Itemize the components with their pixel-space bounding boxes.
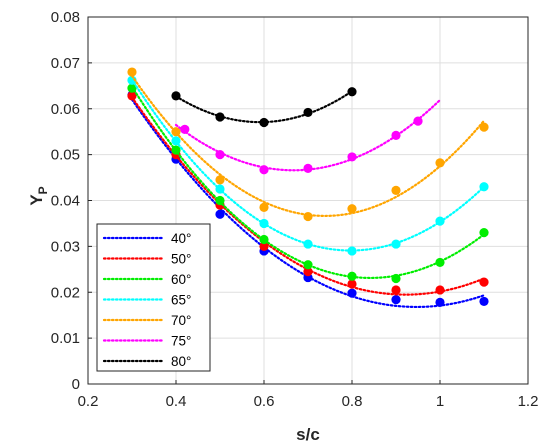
data-point: [215, 195, 225, 206]
data-point: [347, 288, 357, 298]
data-point: [347, 152, 357, 162]
y-axis-label-subscript: P: [36, 186, 50, 194]
data-point: [127, 83, 137, 93]
data-point: [479, 182, 489, 192]
data-point: [215, 184, 225, 194]
series-group: [127, 67, 489, 222]
data-point: [303, 107, 313, 118]
y-tick-label: 0.01: [51, 330, 80, 347]
data-point: [259, 117, 269, 128]
data-point: [413, 116, 423, 126]
data-point: [303, 239, 313, 249]
data-point: [347, 246, 357, 256]
data-point: [391, 185, 401, 196]
data-point: [347, 87, 357, 97]
data-point: [215, 112, 225, 122]
x-tick-label: 0.4: [166, 393, 187, 410]
axis-ticks: 0.2 0.4 0.6 0.8 1 1.2 0 0.01 0.02 0.03 0.04 0.05 0.0…: [51, 9, 539, 410]
x-tick-label: 1.2: [518, 393, 539, 410]
y-tick-label: 0.02: [51, 284, 80, 301]
series-layer: [127, 67, 489, 309]
data-point: [303, 211, 313, 222]
data-point: [259, 218, 269, 229]
y-tick-label: 0.03: [51, 238, 80, 255]
series-group: [127, 83, 489, 284]
data-point: [215, 150, 225, 160]
legend-items: 40° 50° 60° 65° 70° 75° 80°: [102, 231, 191, 369]
legend-box: [96, 223, 211, 372]
y-tick-label: 0.08: [51, 9, 80, 26]
series-group: [171, 87, 357, 128]
data-point: [171, 91, 181, 101]
x-axis-label: s/c: [296, 425, 320, 444]
series-fit-line: [130, 74, 486, 218]
legend-entry-label: 70°: [171, 313, 191, 328]
legend-entry-label: 75°: [171, 334, 191, 349]
x-tick-label: 0.8: [342, 393, 363, 410]
legend-entry-label: 40°: [171, 231, 191, 246]
data-point: [259, 234, 269, 245]
data-point: [435, 285, 445, 295]
y-axis-label: YP: [27, 186, 50, 205]
y-tick-label: 0: [72, 376, 80, 393]
data-point: [347, 279, 357, 289]
data-point: [347, 271, 357, 281]
y-tick-label: 0.04: [51, 193, 80, 210]
data-point: [479, 277, 489, 287]
data-point: [127, 67, 137, 77]
y-tick-label: 0.07: [51, 55, 80, 72]
data-point: [391, 273, 401, 284]
data-point: [303, 267, 313, 277]
data-point: [127, 91, 137, 101]
data-point: [171, 127, 181, 137]
legend-entry-label: 80°: [171, 354, 191, 369]
data-point: [435, 257, 445, 268]
data-point: [479, 122, 489, 132]
data-point: [479, 296, 489, 307]
x-tick-label: 1: [436, 393, 444, 410]
data-point: [391, 285, 401, 295]
legend: 40° 50° 60° 65° 70° 75° 80°: [96, 223, 211, 372]
data-point: [303, 163, 313, 173]
y-tick-label: 0.05: [51, 147, 80, 164]
legend-entry-label: 50°: [171, 252, 191, 267]
data-point: [171, 136, 181, 146]
series-group: [127, 75, 489, 256]
data-point: [391, 294, 401, 305]
data-point: [215, 209, 225, 219]
y-axis-label-main: Y: [27, 194, 46, 206]
y-axis-label-group: YP: [27, 186, 50, 205]
data-point: [435, 216, 445, 226]
data-point: [259, 165, 269, 175]
series-group: [174, 98, 442, 175]
data-point: [435, 158, 445, 168]
data-point: [259, 241, 269, 251]
legend-entry-label: 65°: [171, 293, 191, 308]
data-point: [127, 75, 137, 85]
y-tick-label: 0.06: [51, 101, 80, 118]
x-tick-label: 0.2: [78, 393, 99, 410]
series-group: [127, 91, 489, 296]
data-point: [347, 204, 357, 214]
data-point: [180, 124, 190, 134]
data-point: [303, 260, 313, 270]
data-point: [215, 175, 225, 185]
data-point: [171, 145, 181, 155]
data-point: [391, 130, 401, 140]
data-point: [259, 202, 269, 212]
legend-entry-label: 60°: [171, 272, 191, 287]
x-tick-label: 0.6: [254, 393, 275, 410]
data-point: [435, 297, 445, 307]
data-point: [479, 228, 489, 238]
data-point: [391, 239, 401, 249]
